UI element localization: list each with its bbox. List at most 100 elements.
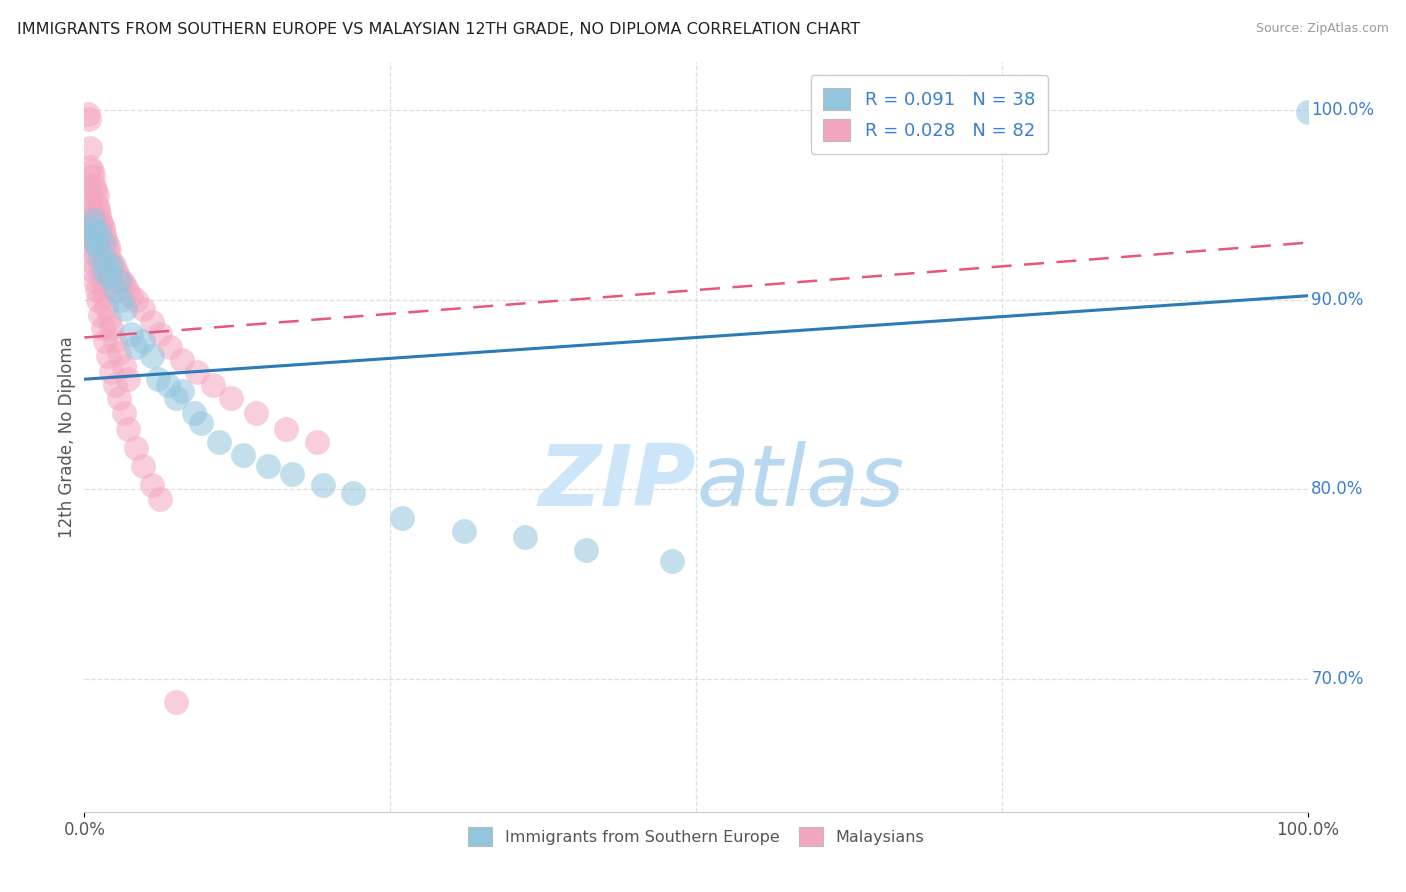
Point [391,510,413,524]
Text: 80.0%: 80.0% [1312,480,1364,499]
Point [201,378,224,392]
Legend: Immigrants from Southern Europe, Malaysians: Immigrants from Southern Europe, Malaysi… [461,820,931,853]
Point [107,269,129,284]
Point [120,326,142,341]
Point [453,524,475,538]
Point [100,259,122,273]
Point [84,232,107,246]
Point [104,334,127,349]
Point [100,254,122,268]
Point [89,259,111,273]
Point [86,239,108,253]
Point [117,372,139,386]
Point [281,467,304,481]
Point [87,202,110,216]
Point [97,269,120,284]
Text: 90.0%: 90.0% [1312,291,1364,309]
Point [91,321,114,335]
Point [77,194,100,208]
Point [77,112,100,127]
Point [96,235,118,250]
Point [172,384,194,398]
Point [276,421,298,435]
Point [89,308,111,322]
Point [77,182,100,196]
Point [87,251,110,265]
Point [93,226,115,240]
Point [86,197,108,211]
Point [149,326,172,341]
Point [575,543,598,558]
Point [83,224,105,238]
Point [94,232,117,246]
Point [79,141,101,155]
Point [104,283,127,297]
Point [90,217,112,231]
Point [1296,104,1319,119]
Point [190,416,212,430]
Point [100,365,122,379]
Point [219,391,242,405]
Point [93,289,115,303]
Point [82,169,104,184]
Point [107,345,129,359]
Point [257,459,280,474]
Point [93,264,115,278]
Point [132,301,155,316]
Point [82,213,104,227]
Point [186,365,208,379]
Point [86,188,108,202]
Point [96,300,118,314]
Text: Source: ZipAtlas.com: Source: ZipAtlas.com [1256,22,1389,36]
Point [146,372,169,386]
Point [77,226,100,240]
Point [91,235,114,250]
Point [97,239,120,253]
Point [208,434,231,449]
Point [513,530,536,544]
Point [105,264,128,278]
Point [342,486,364,500]
Point [89,213,111,227]
Point [86,283,108,297]
Point [79,235,101,250]
Point [80,163,103,178]
Y-axis label: 12th Grade, No Diploma: 12th Grade, No Diploma [58,336,76,538]
Point [87,207,110,221]
Point [661,554,683,568]
Point [141,315,163,329]
Point [245,406,267,420]
Point [86,239,108,253]
Point [125,441,148,455]
Point [94,334,117,349]
Point [305,434,328,449]
Point [112,359,135,373]
Point [159,340,181,354]
Point [156,378,179,392]
Point [96,254,118,268]
Text: atlas: atlas [696,441,904,524]
Point [89,251,111,265]
Point [115,283,138,297]
Point [97,311,120,326]
Text: ZIP: ZIP [538,441,696,524]
Point [165,391,187,405]
Point [125,293,148,307]
Point [103,259,125,273]
Point [97,350,120,364]
Point [82,217,104,231]
Point [149,491,172,506]
Point [83,226,105,240]
Point [82,254,104,268]
Point [132,459,155,474]
Point [117,421,139,435]
Point [87,226,110,240]
Point [120,289,142,303]
Point [84,235,107,250]
Point [110,293,132,307]
Point [79,202,101,216]
Point [79,220,101,235]
Text: 70.0%: 70.0% [1312,670,1364,688]
Point [172,353,194,368]
Point [80,207,103,221]
